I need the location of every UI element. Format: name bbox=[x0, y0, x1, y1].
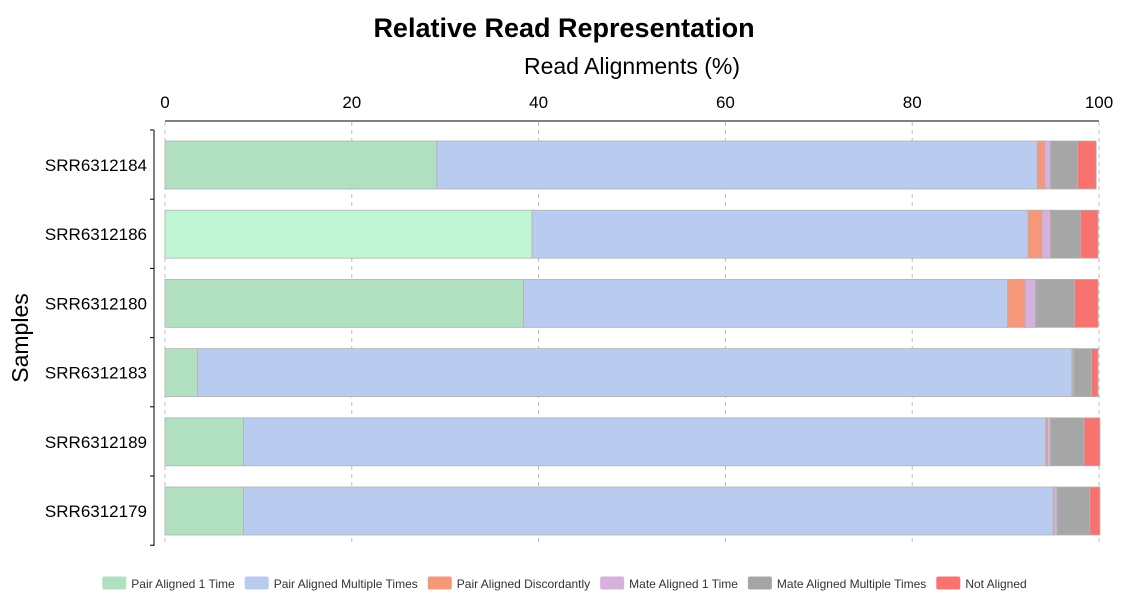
x-tick-label: 60 bbox=[716, 93, 735, 112]
bar-segment[interactable] bbox=[243, 486, 1054, 536]
bar-row bbox=[164, 417, 1101, 467]
x-axis-title: Read Alignments (%) bbox=[524, 53, 740, 79]
legend: Pair Aligned 1 Time Pair Aligned Multiple… bbox=[102, 576, 1027, 592]
legend-swatch bbox=[427, 576, 452, 590]
bar-segment[interactable] bbox=[164, 417, 244, 467]
bar-segment[interactable] bbox=[523, 278, 1008, 328]
bar-segment[interactable] bbox=[1091, 348, 1099, 398]
bar-segment[interactable] bbox=[164, 209, 533, 259]
bar-row bbox=[164, 140, 1097, 190]
legend-label: Mate Aligned Multiple Times bbox=[777, 577, 926, 591]
legend-label: Pair Aligned 1 Time bbox=[131, 577, 235, 591]
y-tick-label: SRR6312184 bbox=[45, 156, 147, 175]
chart-title: Relative Read Representation bbox=[373, 13, 754, 43]
bar-segment[interactable] bbox=[1074, 278, 1099, 328]
bar-row bbox=[164, 278, 1099, 328]
legend-item[interactable]: Mate Aligned 1 Time bbox=[600, 576, 738, 592]
bar-segment[interactable] bbox=[164, 278, 525, 328]
x-tick-label: 20 bbox=[342, 93, 361, 112]
x-tick-label: 80 bbox=[903, 93, 922, 112]
bar-segment[interactable] bbox=[1041, 209, 1051, 259]
legend-swatch bbox=[102, 576, 127, 590]
bar-segment[interactable] bbox=[1079, 209, 1099, 259]
legend-item[interactable]: Pair Aligned Multiple Times bbox=[244, 576, 418, 592]
legend-item[interactable]: Pair Aligned Discordantly bbox=[427, 576, 590, 592]
bar-segment[interactable] bbox=[1007, 278, 1026, 328]
bar-segment[interactable] bbox=[531, 209, 1029, 259]
bar-segment[interactable] bbox=[1036, 140, 1046, 190]
y-tick-label: SRR6312179 bbox=[45, 502, 147, 521]
bar-segment[interactable] bbox=[164, 486, 244, 536]
y-tick-label: SRR6312186 bbox=[45, 225, 147, 244]
legend-swatch bbox=[747, 576, 772, 590]
bar-segment[interactable] bbox=[1073, 348, 1092, 398]
legend-item[interactable]: Pair Aligned 1 Time bbox=[102, 576, 235, 592]
bar-segment[interactable] bbox=[164, 348, 199, 398]
legend-label: Pair Aligned Multiple Times bbox=[274, 577, 418, 591]
bar-segment[interactable] bbox=[1050, 417, 1085, 467]
y-tick-label: SRR6312180 bbox=[45, 294, 147, 313]
y-axis-title: Samples bbox=[7, 293, 33, 382]
bar-segment[interactable] bbox=[1083, 417, 1101, 467]
bar-segment[interactable] bbox=[436, 140, 1038, 190]
x-tick-label: 0 bbox=[160, 93, 169, 112]
bar-segment[interactable] bbox=[1044, 140, 1051, 190]
bar-segment[interactable] bbox=[1047, 417, 1051, 467]
bar-segment[interactable] bbox=[1035, 278, 1076, 328]
legend-swatch bbox=[244, 576, 269, 590]
bar-segment[interactable] bbox=[1089, 486, 1101, 536]
legend-swatch bbox=[600, 576, 625, 590]
legend-label: Pair Aligned Discordantly bbox=[457, 577, 590, 591]
legend-swatch bbox=[936, 576, 961, 590]
bar-segment[interactable] bbox=[1024, 278, 1036, 328]
bar-segment[interactable] bbox=[1056, 486, 1091, 536]
bar-segment[interactable] bbox=[164, 140, 438, 190]
x-axis: 0 20 40 60 80 100 bbox=[160, 93, 1113, 122]
bar-segment[interactable] bbox=[243, 417, 1047, 467]
bar-segment[interactable] bbox=[1077, 140, 1097, 190]
x-tick-label: 100 bbox=[1085, 93, 1113, 112]
bar-segment[interactable] bbox=[1027, 209, 1043, 259]
y-tick-label: SRR6312183 bbox=[45, 364, 147, 383]
bar-segment[interactable] bbox=[1050, 140, 1078, 190]
bars bbox=[164, 140, 1101, 536]
legend-item[interactable]: Mate Aligned Multiple Times bbox=[747, 576, 926, 592]
legend-label: Not Aligned bbox=[965, 577, 1026, 591]
bar-row bbox=[164, 348, 1099, 398]
y-axis: SRR6312184 SRR6312186 SRR6312180 SRR6312183… bbox=[45, 129, 155, 546]
bar-row bbox=[164, 209, 1099, 259]
bar-row bbox=[164, 486, 1101, 536]
bar-segment[interactable] bbox=[197, 348, 1073, 398]
legend-item[interactable]: Not Aligned bbox=[936, 576, 1027, 592]
x-tick-label: 40 bbox=[529, 93, 548, 112]
bar-segment[interactable] bbox=[1050, 209, 1081, 259]
gridlines bbox=[164, 122, 1100, 545]
bar-segment[interactable] bbox=[1053, 486, 1058, 536]
y-tick-label: SRR6312189 bbox=[45, 433, 147, 452]
legend-label: Mate Aligned 1 Time bbox=[629, 577, 738, 591]
